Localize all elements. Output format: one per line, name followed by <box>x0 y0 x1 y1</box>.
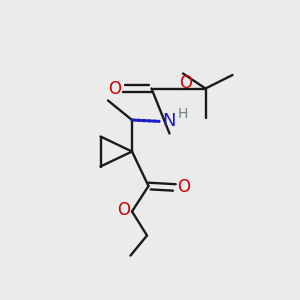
Text: N: N <box>163 112 176 130</box>
Text: O: O <box>179 74 193 92</box>
Text: O: O <box>108 80 121 98</box>
Text: H: H <box>178 107 188 121</box>
Text: O: O <box>117 201 130 219</box>
Text: O: O <box>177 178 190 196</box>
